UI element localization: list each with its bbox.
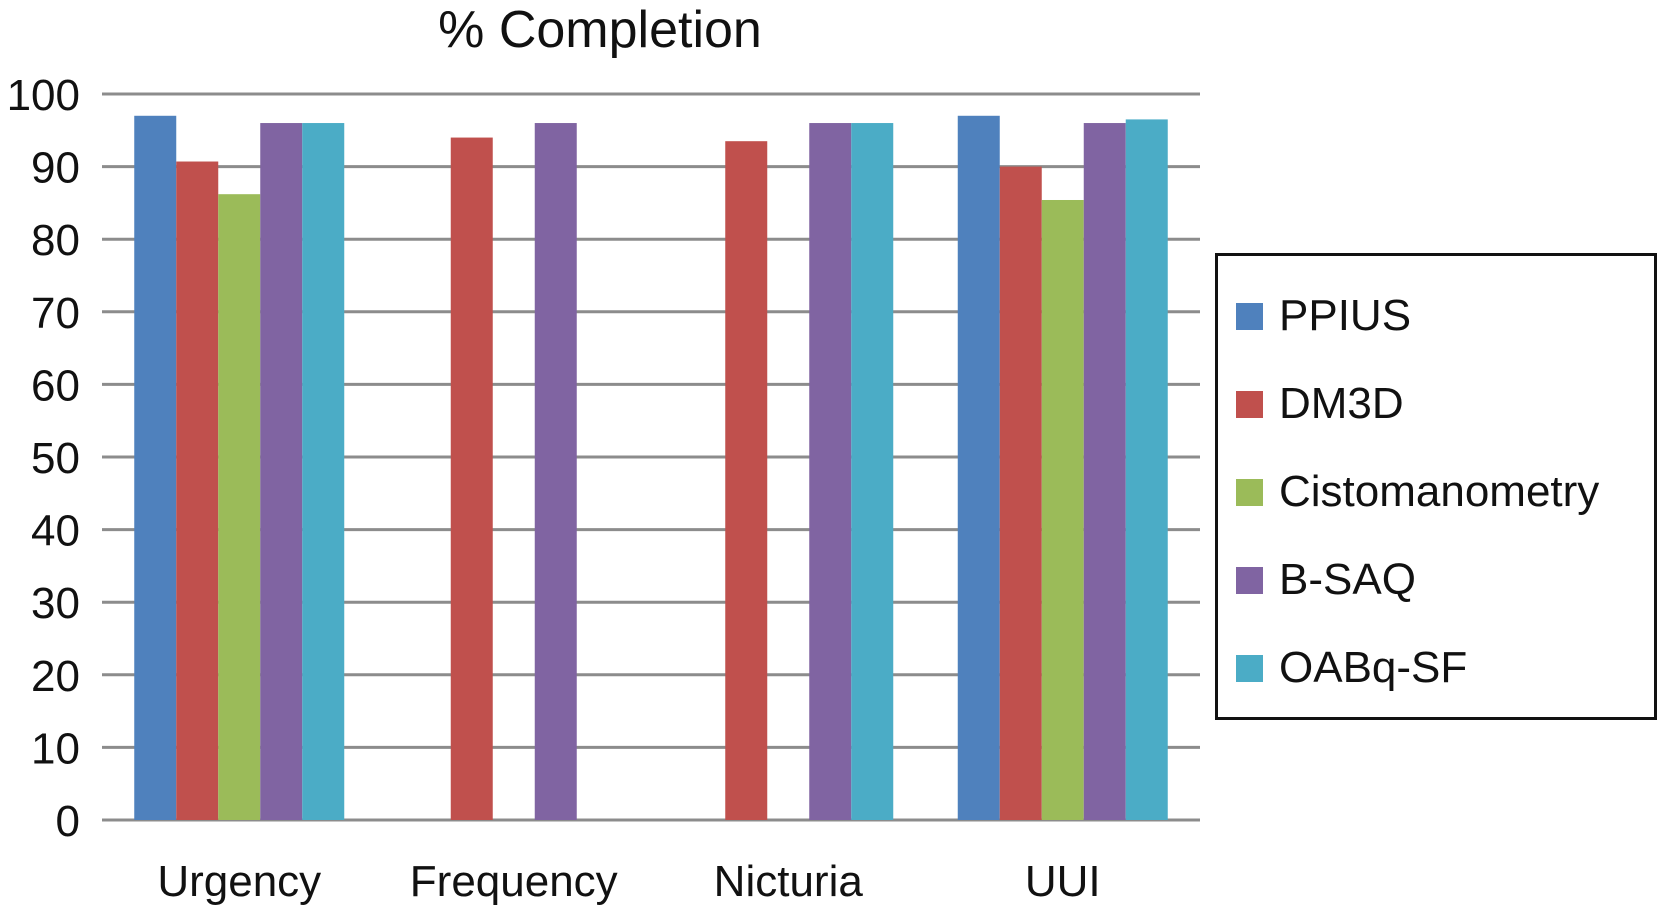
legend-swatch xyxy=(1236,478,1263,506)
y-tick-label: 60 xyxy=(31,361,80,410)
bar xyxy=(302,123,345,821)
legend-label: B-SAQ xyxy=(1279,555,1416,604)
legend-label: PPIUS xyxy=(1279,291,1412,340)
bar xyxy=(1083,123,1126,821)
x-tick-label: UUI xyxy=(1025,857,1101,906)
y-tick-label: 70 xyxy=(31,289,80,338)
legend-item: B-SAQ xyxy=(1236,550,1416,610)
legend-swatch xyxy=(1236,390,1263,418)
bar xyxy=(450,137,493,820)
bar xyxy=(809,123,852,821)
bar xyxy=(218,194,261,821)
y-tick-label: 50 xyxy=(31,434,80,483)
y-tick-label: 90 xyxy=(31,144,80,193)
y-tick-label: 40 xyxy=(31,507,80,556)
legend-item: Cistomanometry xyxy=(1236,462,1599,522)
bar xyxy=(1041,199,1084,821)
x-tick-label: Nicturia xyxy=(714,857,864,906)
chart-legend: PPIUS DM3D Cistomanometry B-SAQ OABq-SF xyxy=(1215,253,1657,720)
bar xyxy=(999,166,1042,821)
bar xyxy=(176,161,219,820)
legend-swatch xyxy=(1236,302,1263,330)
legend-swatch xyxy=(1236,566,1263,594)
x-tick-label: Urgency xyxy=(157,857,321,906)
y-tick-label: 20 xyxy=(31,652,80,701)
y-tick-label: 30 xyxy=(31,579,80,628)
bar xyxy=(260,123,303,821)
bar xyxy=(1125,119,1168,820)
bar xyxy=(725,141,768,820)
y-tick-label: 0 xyxy=(56,797,80,846)
legend-item: PPIUS xyxy=(1236,286,1411,346)
legend-label: Cistomanometry xyxy=(1279,467,1600,516)
legend-label: DM3D xyxy=(1279,379,1404,428)
legend-item: OABq-SF xyxy=(1236,638,1467,698)
chart-title: % Completion xyxy=(438,1,762,59)
legend-item: DM3D xyxy=(1236,374,1404,434)
y-tick-label: 100 xyxy=(7,71,80,120)
y-tick-label: 10 xyxy=(31,724,80,773)
bar xyxy=(534,123,577,821)
bar xyxy=(134,115,177,820)
bar xyxy=(851,123,894,821)
legend-swatch xyxy=(1236,654,1263,682)
x-tick-label: Frequency xyxy=(410,857,618,906)
legend-label: OABq-SF xyxy=(1279,643,1468,692)
bar xyxy=(957,115,1000,820)
y-tick-label: 80 xyxy=(31,216,80,265)
